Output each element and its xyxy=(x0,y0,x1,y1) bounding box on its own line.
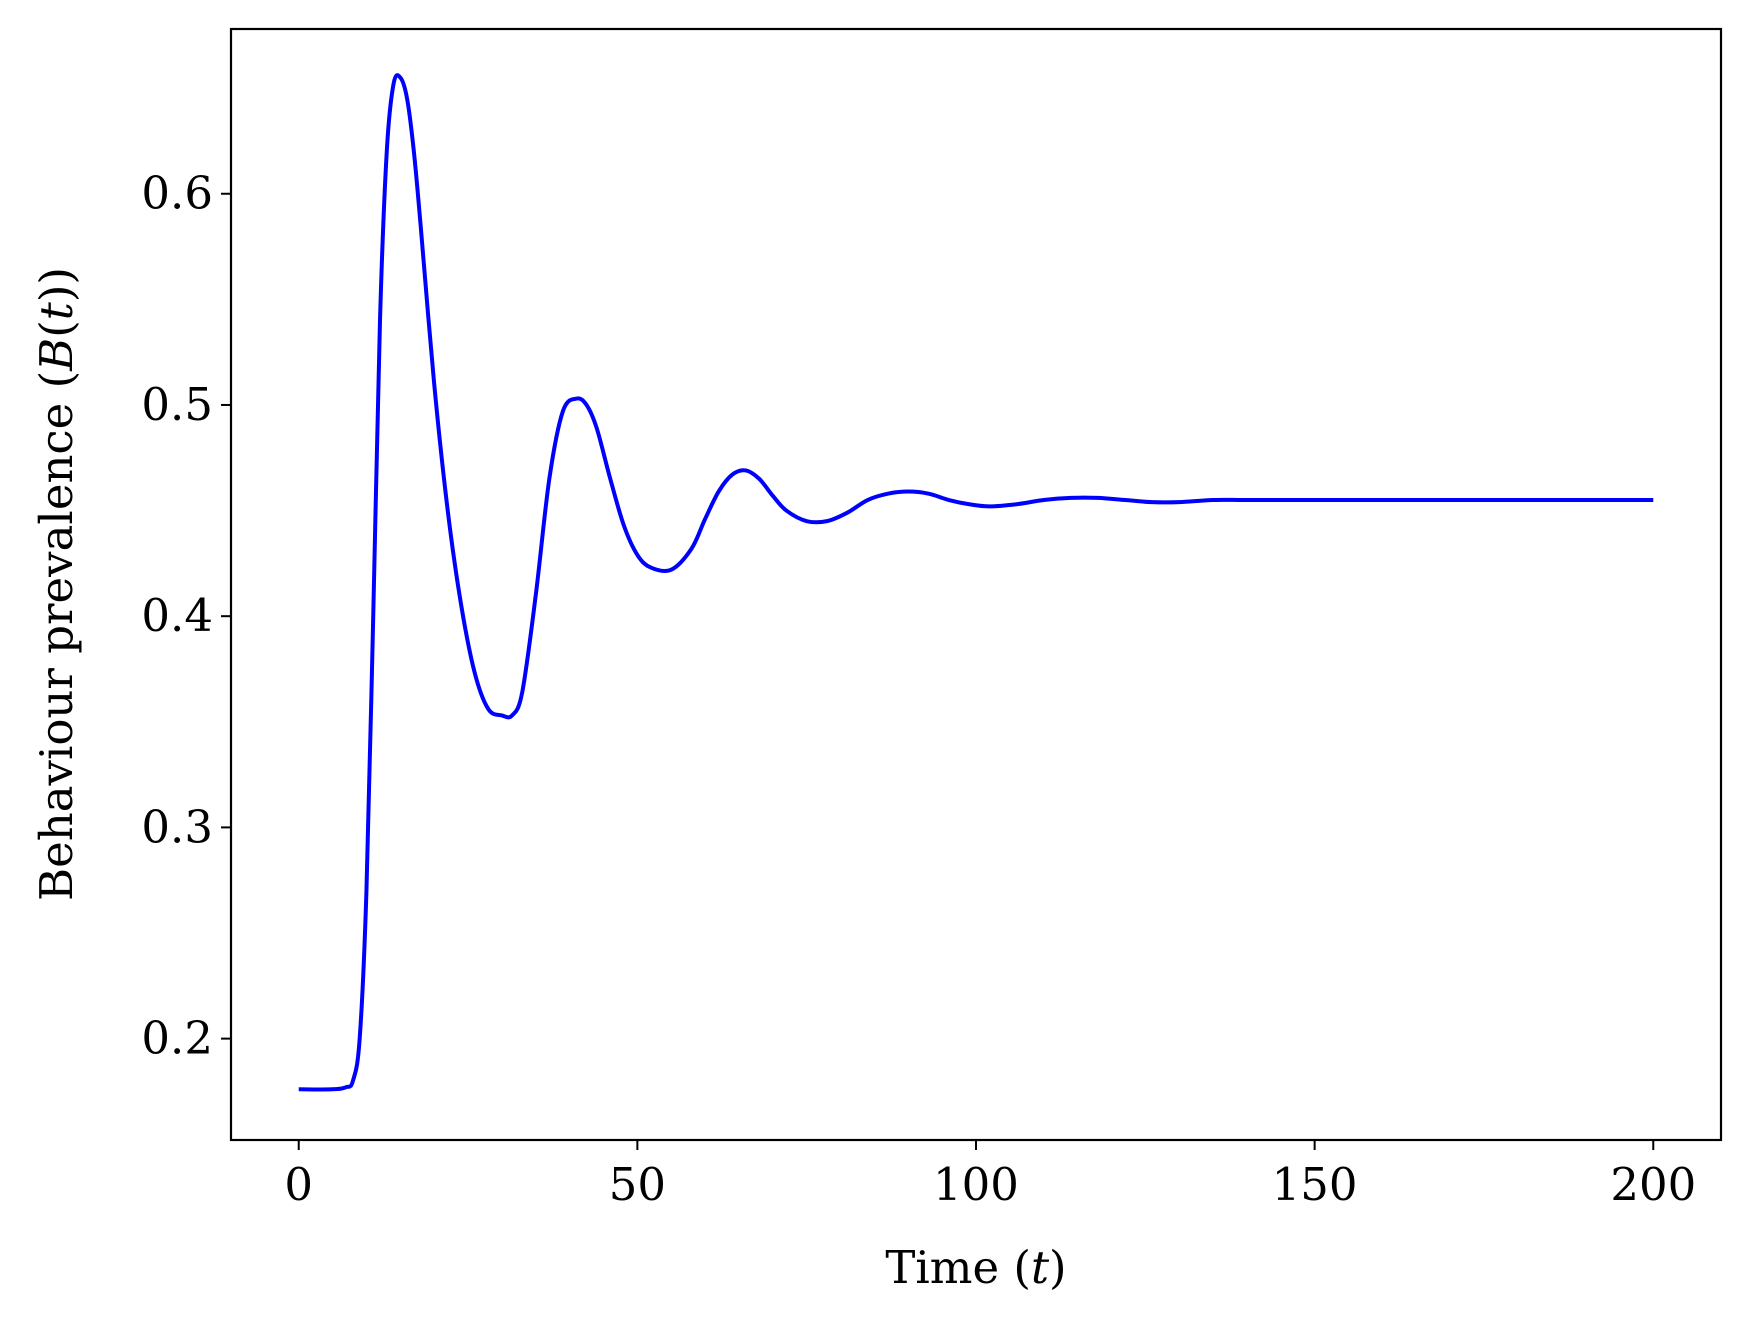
y-tick-label: 0.5 xyxy=(141,378,213,431)
y-axis-ticks: 0.2 0.3 0.4 0.5 0.6 xyxy=(141,167,231,1065)
y-tick-label: 0.3 xyxy=(141,800,213,853)
x-tick-label: 100 xyxy=(933,1158,1019,1211)
x-tick-label: 150 xyxy=(1272,1158,1358,1211)
x-tick-label: 200 xyxy=(1610,1158,1696,1211)
series-layer xyxy=(298,73,1654,1092)
x-tick-label: 0 xyxy=(284,1158,313,1211)
x-tick-label: 50 xyxy=(609,1158,666,1211)
y-tick-label: 0.2 xyxy=(141,1012,213,1065)
x-axis-ticks: 0 50 100 150 200 xyxy=(284,1140,1696,1211)
series-line xyxy=(298,73,1654,1092)
x-axis-label: Time (t) xyxy=(885,1241,1066,1294)
y-axis-label: Behaviour prevalence (B(t)) xyxy=(30,267,83,901)
y-tick-label: 0.6 xyxy=(141,167,213,220)
y-tick-label: 0.4 xyxy=(141,589,213,642)
